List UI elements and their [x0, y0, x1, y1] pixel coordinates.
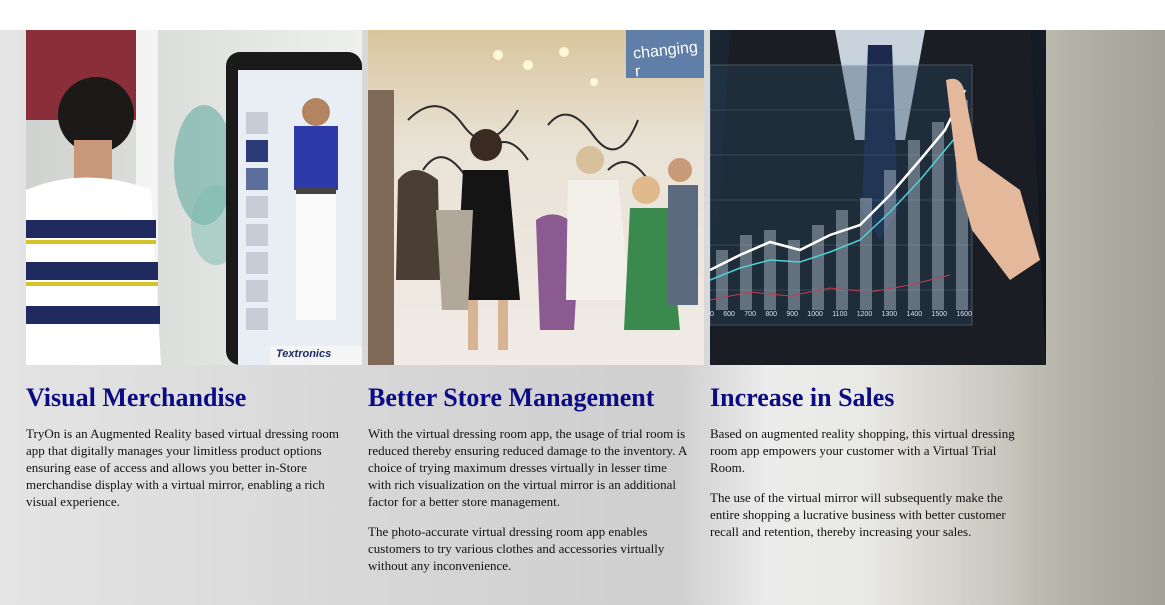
visual-merchandise-heading: Visual Merchandise: [26, 383, 247, 412]
tick-label: 1400: [906, 311, 923, 318]
tick-label: 1200: [856, 311, 873, 318]
store-sign-text: changing r: [632, 38, 699, 81]
tick-label: 900: [786, 311, 799, 318]
store-shoppers-photo: changing r: [368, 30, 704, 365]
sales-growth-photo: 0 600 700 800 900 1000 1100 1200 1300 14…: [710, 30, 1046, 365]
tick-label: 1100: [832, 311, 848, 318]
tick-label: 600: [723, 311, 735, 318]
tick-label: 700: [744, 311, 756, 318]
increase-in-sales-text-2: The use of the virtual mirror will subse…: [710, 490, 1006, 539]
feature-better-store-management: changing r Better Store Management With …: [368, 30, 704, 574]
visual-merchandise-text: TryOn is an Augmented Reality based virt…: [26, 426, 339, 509]
image-brand-label: Textronics: [276, 348, 332, 360]
tick-label: 1300: [881, 311, 898, 318]
increase-in-sales-heading: Increase in Sales: [710, 383, 895, 412]
tick-label: 800: [765, 311, 777, 318]
store-management-text-2: The photo-accurate virtual dressing room…: [368, 524, 665, 573]
increase-in-sales-text-1: Based on augmented reality shopping, thi…: [710, 426, 1015, 475]
tick-label: 1500: [931, 311, 948, 318]
store-management-heading: Better Store Management: [368, 383, 655, 412]
tick-label: 1000: [807, 311, 823, 318]
tick-label: 0: [710, 311, 714, 318]
tick-label: 1600: [956, 311, 972, 318]
feature-increase-in-sales: 0 600 700 800 900 1000 1100 1200 1300 14…: [710, 30, 1046, 540]
store-management-text-1: With the virtual dressing room app, the …: [368, 426, 687, 509]
virtual-mirror-photo: Textronics: [26, 30, 362, 365]
feature-visual-merchandise: Textronics Visual Merchandise TryOn is a…: [26, 30, 362, 510]
chart-tick-labels: 0 600 700 800 900 1000 1100 1200 1300 14…: [710, 311, 972, 318]
